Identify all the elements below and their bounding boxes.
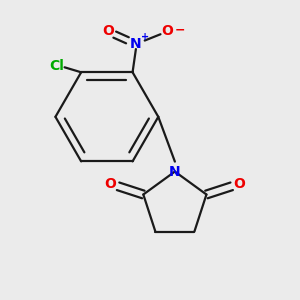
- Text: N: N: [130, 37, 142, 51]
- Text: O: O: [234, 177, 245, 191]
- Text: O: O: [104, 177, 116, 191]
- Text: +: +: [141, 32, 149, 42]
- Text: Cl: Cl: [49, 58, 64, 73]
- Text: O: O: [161, 25, 173, 38]
- Text: −: −: [175, 23, 185, 36]
- Text: O: O: [102, 25, 114, 38]
- Text: N: N: [169, 165, 181, 178]
